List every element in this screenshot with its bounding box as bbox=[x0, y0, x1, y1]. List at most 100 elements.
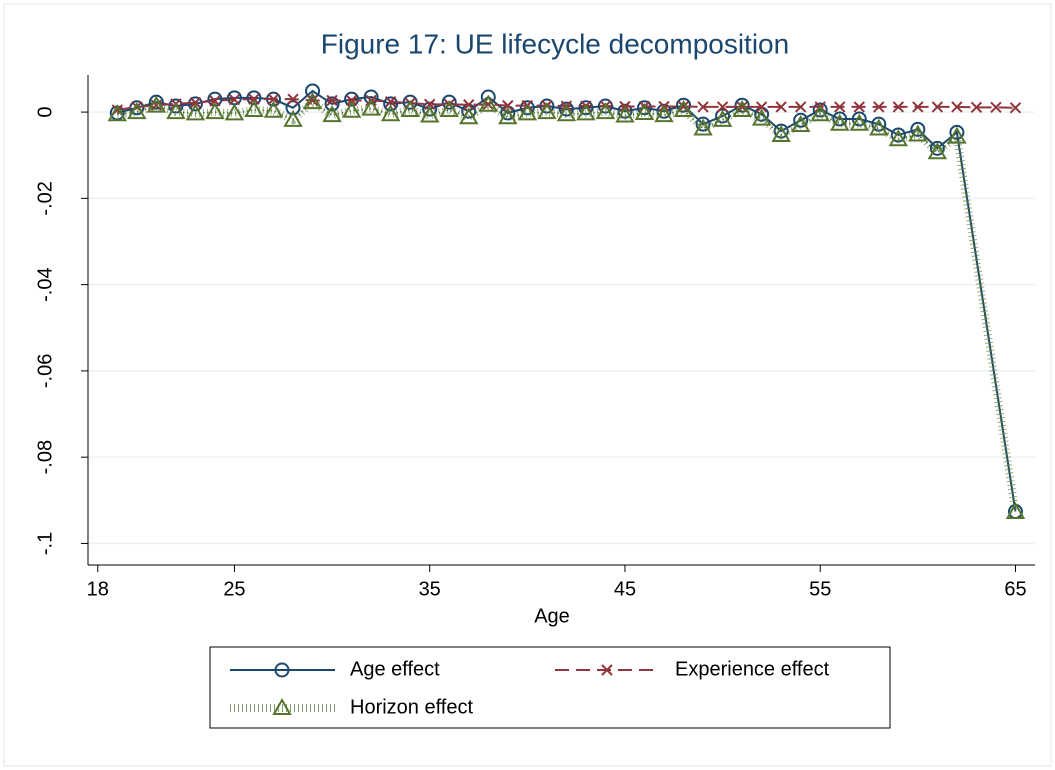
marker bbox=[272, 697, 292, 715]
marker bbox=[517, 103, 538, 121]
marker bbox=[305, 83, 321, 99]
marker bbox=[693, 118, 713, 136]
legend-label: Experience effect bbox=[675, 658, 830, 680]
marker bbox=[715, 108, 731, 124]
marker bbox=[419, 105, 440, 123]
marker bbox=[853, 101, 865, 113]
marker bbox=[306, 94, 319, 107]
legend-box bbox=[209, 646, 891, 729]
marker bbox=[1005, 501, 1026, 519]
y-tick-label: -.08 bbox=[34, 440, 56, 474]
marker bbox=[908, 124, 928, 142]
y-tick-label: -.06 bbox=[34, 354, 56, 388]
marker bbox=[990, 101, 1002, 114]
marker bbox=[422, 101, 438, 117]
marker bbox=[463, 99, 475, 111]
marker bbox=[383, 96, 399, 112]
marker bbox=[274, 662, 290, 678]
marker bbox=[794, 101, 807, 113]
marker bbox=[302, 92, 323, 110]
marker bbox=[107, 104, 128, 122]
marker bbox=[636, 100, 652, 116]
marker bbox=[888, 129, 909, 147]
x-axis-title: Age bbox=[534, 605, 570, 627]
marker bbox=[400, 99, 420, 117]
marker bbox=[695, 116, 711, 132]
marker bbox=[595, 102, 616, 120]
marker bbox=[537, 102, 557, 120]
marker bbox=[146, 95, 167, 113]
plot-area bbox=[88, 75, 1035, 565]
marker bbox=[502, 99, 514, 112]
marker bbox=[127, 102, 147, 120]
marker bbox=[441, 94, 457, 110]
frame bbox=[3, 3, 1052, 767]
marker bbox=[931, 101, 944, 113]
series-line bbox=[117, 101, 1017, 513]
marker bbox=[478, 94, 499, 112]
marker bbox=[871, 116, 887, 132]
x-tick-label: 65 bbox=[1004, 578, 1026, 600]
marker bbox=[810, 104, 830, 122]
marker bbox=[873, 101, 885, 113]
marker bbox=[892, 101, 905, 113]
legend-label: Age effect bbox=[350, 658, 440, 680]
marker bbox=[246, 90, 262, 106]
marker bbox=[209, 95, 221, 107]
marker bbox=[712, 109, 733, 127]
marker bbox=[849, 113, 869, 131]
marker bbox=[228, 93, 241, 106]
y-tick-label: -.02 bbox=[34, 181, 56, 215]
marker bbox=[576, 103, 596, 121]
marker bbox=[751, 108, 772, 126]
marker bbox=[834, 101, 846, 113]
marker bbox=[224, 103, 245, 121]
x-tick-label: 45 bbox=[614, 578, 636, 600]
x-tick-label: 18 bbox=[87, 578, 109, 600]
marker bbox=[832, 111, 848, 127]
marker bbox=[716, 101, 729, 113]
marker bbox=[812, 102, 828, 118]
marker bbox=[326, 94, 338, 107]
marker bbox=[248, 93, 260, 105]
marker bbox=[912, 101, 924, 113]
y-tick-label: -.04 bbox=[34, 267, 56, 301]
marker bbox=[267, 93, 280, 105]
marker bbox=[771, 124, 791, 142]
marker bbox=[929, 140, 945, 156]
marker bbox=[673, 99, 694, 117]
marker bbox=[189, 96, 202, 109]
marker bbox=[185, 103, 206, 121]
marker bbox=[601, 664, 613, 676]
marker bbox=[498, 107, 518, 125]
marker bbox=[166, 102, 186, 120]
marker bbox=[556, 104, 577, 122]
marker bbox=[970, 101, 983, 114]
y-tick-label: -.1 bbox=[34, 532, 56, 555]
marker bbox=[283, 109, 303, 127]
marker bbox=[775, 101, 787, 113]
marker bbox=[363, 89, 379, 105]
chart-title: Figure 17: UE lifecycle decomposition bbox=[321, 28, 789, 59]
marker bbox=[519, 100, 535, 116]
marker bbox=[324, 96, 340, 112]
marker bbox=[634, 102, 655, 120]
marker bbox=[439, 99, 459, 117]
marker bbox=[345, 94, 358, 107]
marker bbox=[380, 104, 401, 122]
marker bbox=[361, 98, 381, 116]
marker bbox=[287, 93, 299, 105]
marker bbox=[830, 113, 850, 131]
marker bbox=[869, 118, 889, 136]
marker bbox=[732, 99, 752, 117]
x-tick-label: 55 bbox=[809, 578, 831, 600]
marker bbox=[755, 101, 768, 113]
marker bbox=[947, 126, 967, 144]
x-tick-label: 25 bbox=[223, 578, 245, 600]
marker bbox=[615, 105, 635, 123]
marker bbox=[851, 111, 867, 127]
marker bbox=[927, 142, 948, 160]
marker bbox=[322, 105, 342, 123]
marker bbox=[344, 91, 360, 107]
marker bbox=[459, 107, 479, 125]
